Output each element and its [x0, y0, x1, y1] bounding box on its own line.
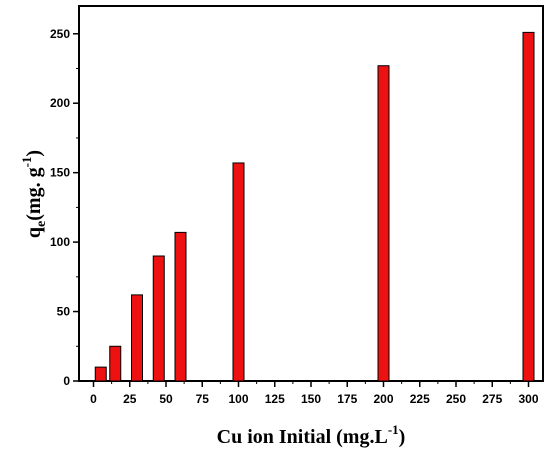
x-tick-label-25: 25 — [123, 392, 137, 406]
bar-5 — [94, 366, 107, 382]
x-tick-label-175: 175 — [337, 392, 357, 406]
bar-100 — [232, 162, 245, 382]
x-tick-label-75: 75 — [196, 392, 210, 406]
y-tick-label-0: 0 — [63, 374, 70, 388]
x-axis-title-main: Cu ion Initial (mg.L — [217, 426, 388, 448]
bars-group — [94, 31, 535, 382]
y-axis-title-close: ) — [23, 150, 45, 157]
x-tick-label-50: 50 — [159, 392, 173, 406]
bar-45 — [152, 255, 165, 382]
y-axis-title: qe(mg. g-1) — [19, 150, 49, 238]
x-tick-label-250: 250 — [446, 392, 466, 406]
y-tick-label-50: 50 — [57, 305, 71, 319]
y-tick-label-200: 200 — [50, 96, 70, 110]
y-axis-title-sup: -1 — [19, 157, 34, 168]
y-axis-title-sub: e — [34, 221, 49, 227]
bar-300 — [522, 31, 535, 382]
x-tick-label-125: 125 — [265, 392, 285, 406]
bar-60 — [174, 231, 187, 382]
x-axis-title-sup: -1 — [388, 422, 399, 437]
x-tick-label-300: 300 — [518, 392, 538, 406]
y-tick-label-100: 100 — [50, 235, 70, 249]
y-axis-title-main: q — [23, 227, 45, 238]
y-axis-title-rest: (mg. g — [23, 167, 45, 220]
y-tick-label-150: 150 — [50, 166, 70, 180]
x-tick-label-200: 200 — [373, 392, 393, 406]
x-tick-label-225: 225 — [410, 392, 430, 406]
bar-15 — [109, 345, 122, 382]
plot-frame — [78, 5, 544, 382]
x-tick-label-0: 0 — [90, 392, 97, 406]
x-tick-label-100: 100 — [228, 392, 248, 406]
bar-200 — [377, 65, 390, 382]
x-tick-label-275: 275 — [482, 392, 502, 406]
y-tick-label-250: 250 — [50, 27, 70, 41]
bar-30 — [131, 294, 143, 382]
x-tick-label-150: 150 — [301, 392, 321, 406]
y-axis-ticks: 0 50 100 150 200 250 — [50, 27, 79, 388]
x-axis-ticks: 0 25 50 75 100 125 150 175 200 225 250 275 300 — [90, 381, 539, 406]
x-axis-title: Cu ion Initial (mg.L-1) — [217, 422, 406, 448]
x-axis-title-close: ) — [399, 426, 406, 448]
